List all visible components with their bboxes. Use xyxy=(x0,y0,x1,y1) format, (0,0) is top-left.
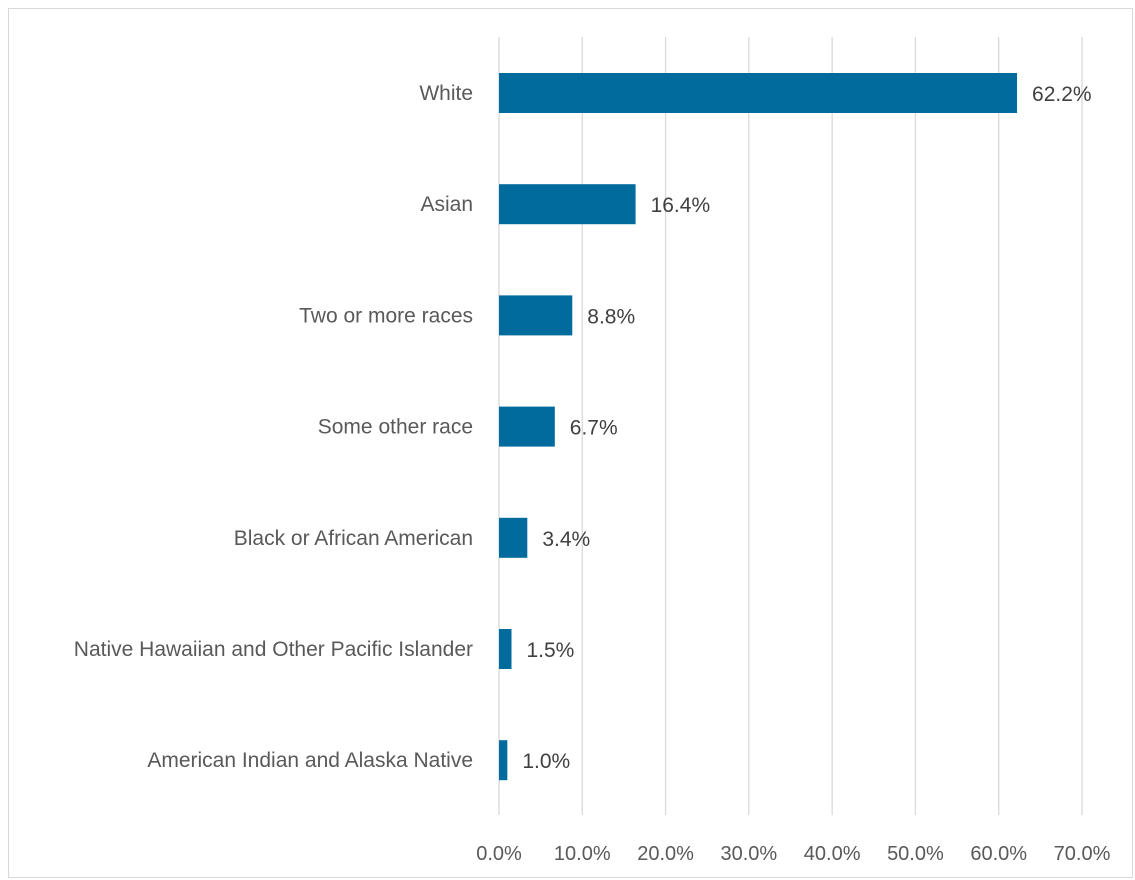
data-label: 3.4% xyxy=(542,528,590,551)
x-tick-label: 70.0% xyxy=(1054,843,1111,865)
category-label: White xyxy=(419,82,473,105)
data-labels: 62.2% 16.4% 8.8% 6.7% 3.4% 1.5% 1.0% xyxy=(522,83,1091,773)
bar xyxy=(499,184,636,225)
x-tick-label: 20.0% xyxy=(637,843,694,865)
data-label: 1.0% xyxy=(522,750,570,773)
x-axis-tick-labels: 0.0% 10.0% 20.0% 30.0% 40.0% 50.0% 60.0% 70.0% xyxy=(476,843,1110,865)
category-label: Asian xyxy=(420,193,473,216)
bars xyxy=(499,73,1018,781)
x-tick-label: 10.0% xyxy=(554,843,611,865)
category-label: Black or African American xyxy=(234,527,473,550)
data-label: 6.7% xyxy=(570,417,618,440)
bar xyxy=(499,740,508,781)
category-label: Native Hawaiian and Other Pacific Island… xyxy=(74,638,473,661)
data-label: 1.5% xyxy=(526,639,574,662)
x-tick-label: 60.0% xyxy=(970,843,1027,865)
bar xyxy=(499,406,555,447)
data-label: 62.2% xyxy=(1032,83,1092,106)
bar xyxy=(499,295,573,336)
x-tick-label: 50.0% xyxy=(887,843,944,865)
gridlines xyxy=(498,37,1083,815)
category-label: American Indian and Alaska Native xyxy=(147,749,473,772)
data-label: 16.4% xyxy=(651,194,711,217)
x-tick-label: 40.0% xyxy=(804,843,861,865)
category-label: Two or more races xyxy=(299,304,473,327)
bar xyxy=(499,73,1018,113)
bar xyxy=(499,629,512,669)
category-label: Some other race xyxy=(318,416,473,439)
x-tick-label: 0.0% xyxy=(476,843,522,865)
bar xyxy=(499,517,528,558)
category-labels: White Asian Two or more races Some other ra… xyxy=(74,82,473,772)
data-label: 8.8% xyxy=(587,305,635,328)
chart-frame xyxy=(8,8,1133,878)
x-tick-label: 30.0% xyxy=(720,843,777,865)
